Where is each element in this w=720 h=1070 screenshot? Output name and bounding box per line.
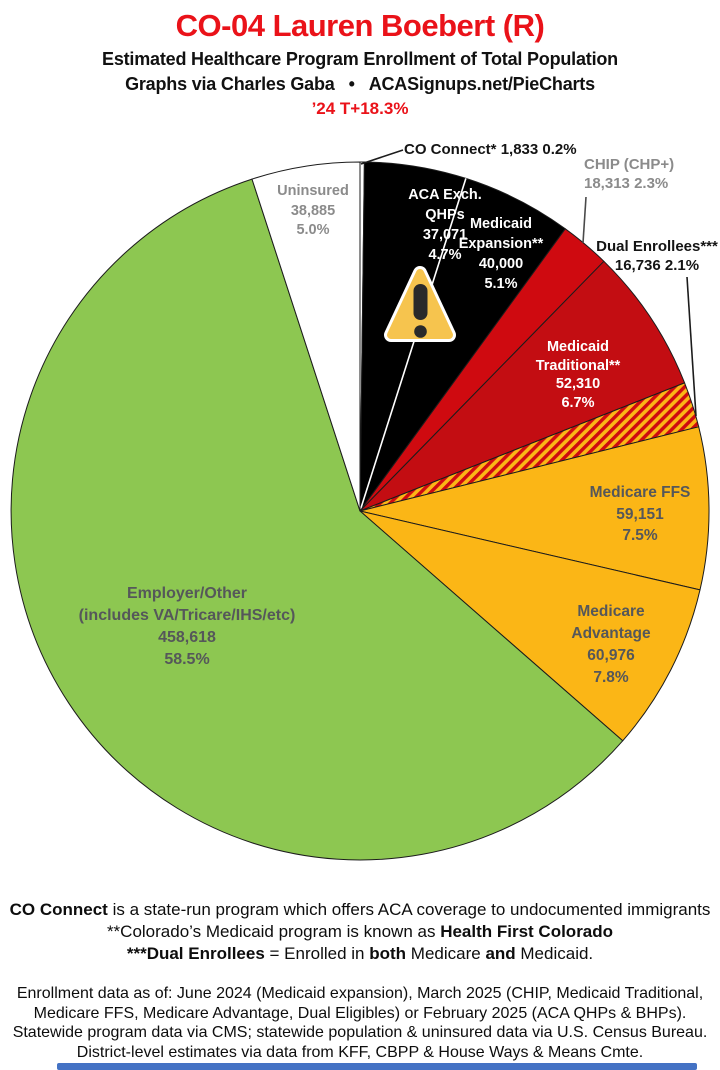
page-title: CO-04 Lauren Boebert (R): [175, 8, 545, 43]
source-line: Medicare FFS, Medicare Advantage, Dual E…: [33, 1004, 687, 1022]
trend-note: ’24 T+18.3%: [311, 99, 409, 118]
slice-label-employer-other: Employer/Other (includes VA/Tricare/IHS/…: [78, 585, 296, 668]
source-line: Enrollment data as of: June 2024 (Medica…: [16, 985, 704, 1002]
pie-slice-employer-other: [10, 178, 624, 861]
slice-label-medicaid-expansion: Medicaid Expansion** 40,000 5.1%: [458, 216, 544, 292]
footnotes-block: CO Connect is a state-run program which …: [0, 899, 720, 965]
slice-label-dual-enrollees: Dual Enrollees*** 16,736 2.1%: [596, 238, 718, 274]
credit-author: Graphs via Charles Gaba: [125, 74, 335, 94]
leader-line-co-connect: [360, 149, 404, 165]
source-line: Statewide program data via CMS; statewid…: [12, 1024, 708, 1041]
slice-label-co-connect: CO Connect* 1,833 0.2%: [404, 141, 577, 158]
bullet-separator: •: [348, 74, 355, 94]
pie-slice-medicare-advantage: [359, 510, 701, 742]
footnote-dual-enrollees: ***Dual Enrollees = Enrolled in both Med…: [126, 944, 594, 963]
slice-label-medicare-ffs: Medicare FFS 59,151 7.5%: [589, 484, 691, 544]
pie-slice-medicare-ffs: [359, 426, 710, 591]
slice-label-medicaid-traditional: Medicaid Traditional** 52,310 6.7%: [535, 339, 621, 411]
leader-line-chip: [582, 196, 587, 244]
slice-label-aca-exch-qhps: ACA Exch. QHPs 37,071 4.7%: [408, 187, 482, 263]
bottom-accent-bar: [57, 1063, 697, 1070]
slice-label-uninsured: Uninsured 38,885 5.0%: [277, 183, 349, 238]
white-divider-line: [359, 178, 467, 512]
leader-line-dual-enrollees: [686, 276, 697, 417]
source-line: District-level estimates via data from K…: [76, 1043, 644, 1061]
warning-triangle-icon: [384, 266, 456, 342]
pie-slice-medicaid-traditional: [359, 260, 686, 512]
footnote-co-connect: CO Connect is a state-run program which …: [9, 900, 711, 919]
slice-label-chip: CHIP (CHP+) 18,313 2.3%: [584, 156, 675, 192]
source-notes-block: Enrollment data as of: June 2024 (Medica…: [0, 984, 720, 1062]
page-subtitle: Estimated Healthcare Program Enrollment …: [102, 49, 618, 69]
footnote-medicaid-name: **Colorado’s Medicaid program is known a…: [106, 922, 614, 941]
credit-line: Graphs via Charles Gaba • ACASignups.net/P…: [0, 74, 720, 95]
pie-slice-uninsured: [251, 161, 361, 512]
credit-site: ACASignups.net/PieCharts: [368, 74, 595, 94]
slice-label-medicare-advantage: Medicare Advantage 60,976 7.8%: [571, 603, 651, 686]
